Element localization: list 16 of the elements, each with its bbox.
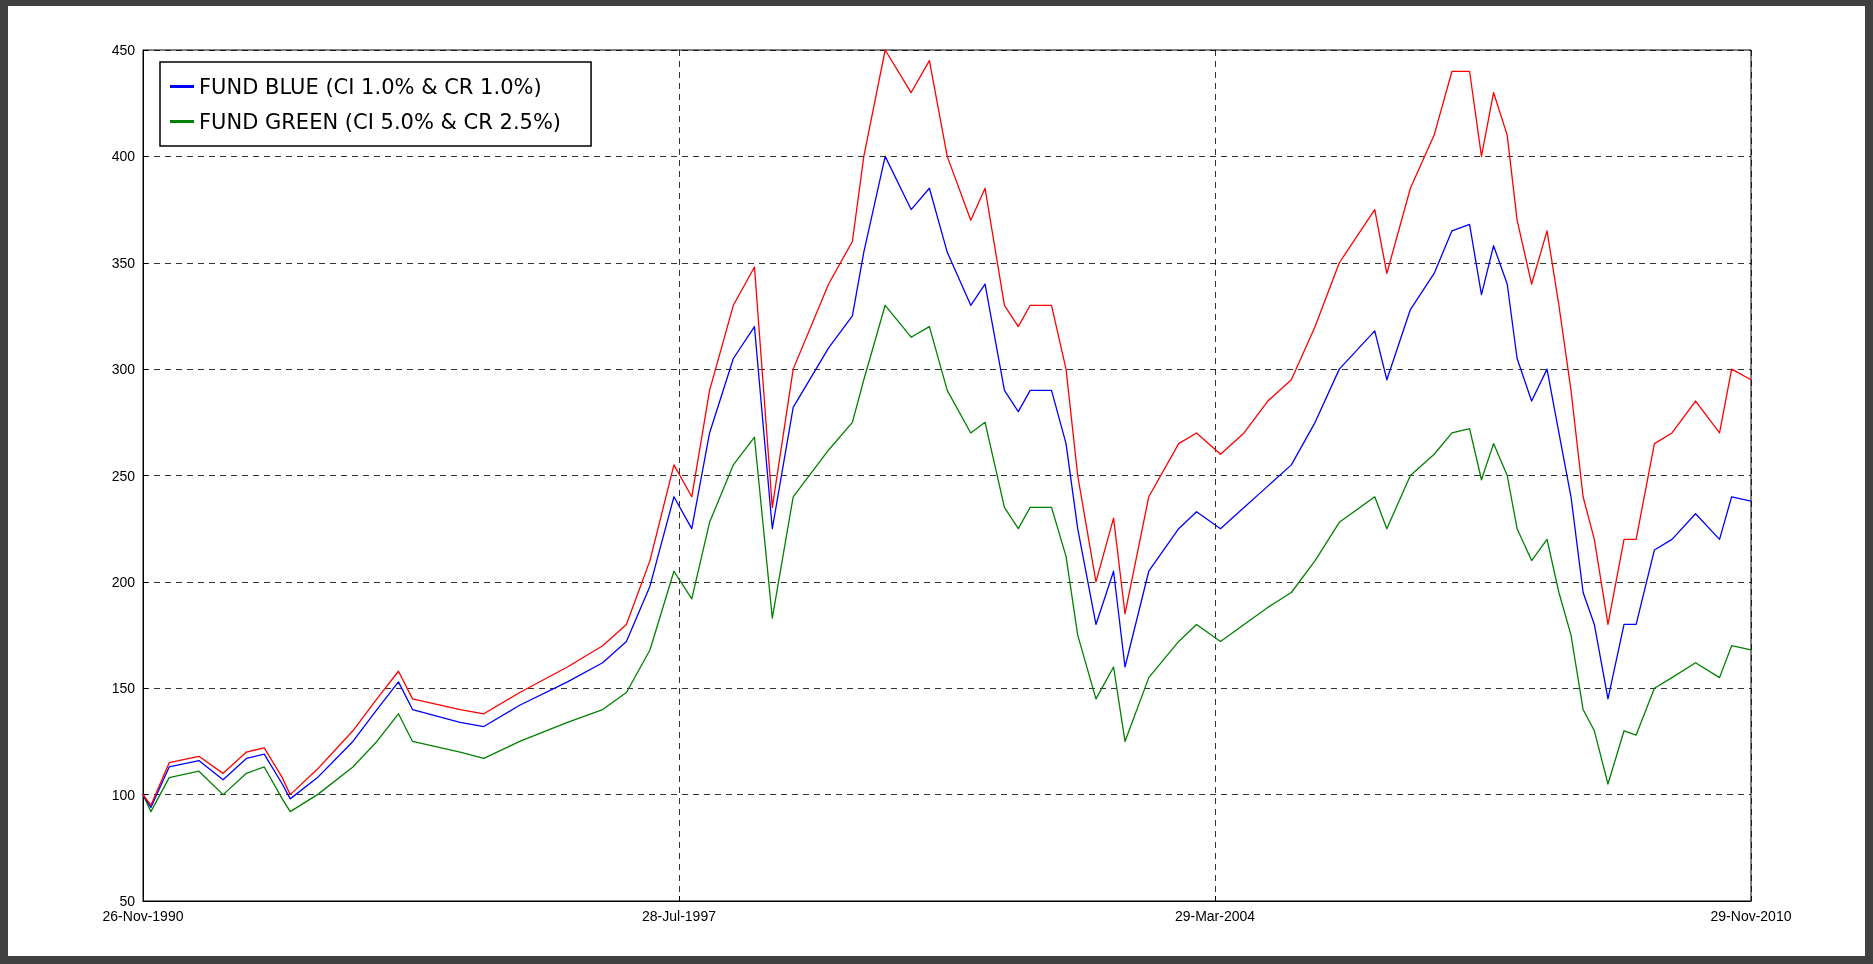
x-tick-label: 26-Nov-1990: [102, 908, 184, 924]
legend-label: FUND GREEN (CI 5.0% & CR 2.5%): [199, 109, 562, 134]
y-tick-label: 250: [111, 467, 136, 484]
y-tick-label: 150: [111, 680, 136, 697]
y-tick-label: 400: [111, 148, 136, 165]
y-tick-label: 100: [111, 786, 136, 803]
x-tick-label: 28-Jul-1997: [642, 908, 717, 924]
x-tick-label: 29-Nov-2010: [1710, 908, 1792, 924]
x-tick-label: 29-Mar-2004: [1174, 908, 1256, 924]
y-tick-label: 350: [111, 254, 136, 271]
y-tick-label: 200: [111, 573, 136, 590]
y-tick-label: 450: [111, 42, 136, 58]
legend-label: FUND BLUE (CI 1.0% & CR 1.0%): [199, 74, 542, 99]
line-series: [142, 304, 1752, 813]
y-tick-label: 300: [111, 361, 136, 378]
y-tick-label: 50: [119, 893, 136, 909]
